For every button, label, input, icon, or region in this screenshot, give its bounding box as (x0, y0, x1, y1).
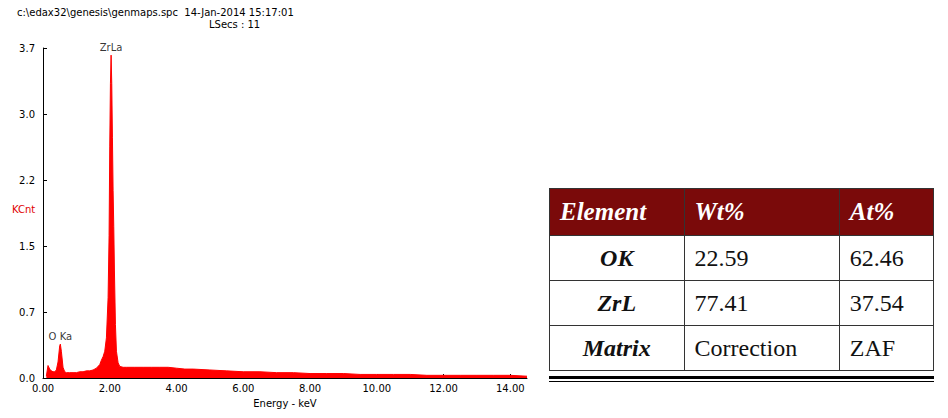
svg-text:3.7: 3.7 (19, 43, 35, 54)
svg-text:0.00: 0.00 (32, 383, 54, 394)
html-text:OK: OK (600, 244, 634, 271)
svg-text:3.0: 3.0 (19, 109, 35, 120)
svg-text:2.2: 2.2 (19, 175, 35, 186)
svg-text:LSecs : 11: LSecs : 11 (209, 19, 260, 30)
html-text:37.54: 37.54 (849, 289, 904, 316)
html-text:Correction: Correction (694, 334, 798, 361)
svg-text:4.00: 4.00 (165, 383, 187, 394)
svg-text:10.00: 10.00 (362, 383, 391, 394)
html-text:Element: Element (560, 198, 647, 225)
svg-text:2.00: 2.00 (99, 383, 121, 394)
html-text:22.59: 22.59 (694, 244, 749, 271)
svg-text:8.00: 8.00 (299, 383, 321, 394)
svg-text:1.5: 1.5 (19, 241, 35, 252)
html-text:At%: At% (849, 198, 895, 225)
html-text:Wt%: Wt% (694, 198, 745, 225)
svg-text:c:\edax32\genesis\genmaps.spc: c:\edax32\genesis\genmaps.spc 14-Jan-201… (17, 7, 294, 18)
html-text:ZrL: ZrL (597, 289, 637, 316)
svg-text:0.0: 0.0 (19, 372, 35, 384)
html-text:ZAF: ZAF (849, 334, 896, 361)
svg-text:12.00: 12.00 (429, 383, 458, 394)
svg-text:14.00: 14.00 (496, 383, 525, 394)
svg-text:KCnt: KCnt (12, 204, 35, 215)
svg-text:ZrLa: ZrLa (100, 42, 123, 53)
html-text:Matrix: Matrix (582, 334, 651, 361)
html-text:77.41: 77.41 (694, 289, 749, 316)
svg-text:Energy - keV: Energy - keV (253, 398, 317, 409)
html-text:62.46: 62.46 (849, 244, 904, 271)
svg-text:O Ka: O Ka (49, 331, 73, 342)
svg-text:0.7: 0.7 (19, 307, 35, 318)
svg-text:6.00: 6.00 (232, 383, 254, 394)
